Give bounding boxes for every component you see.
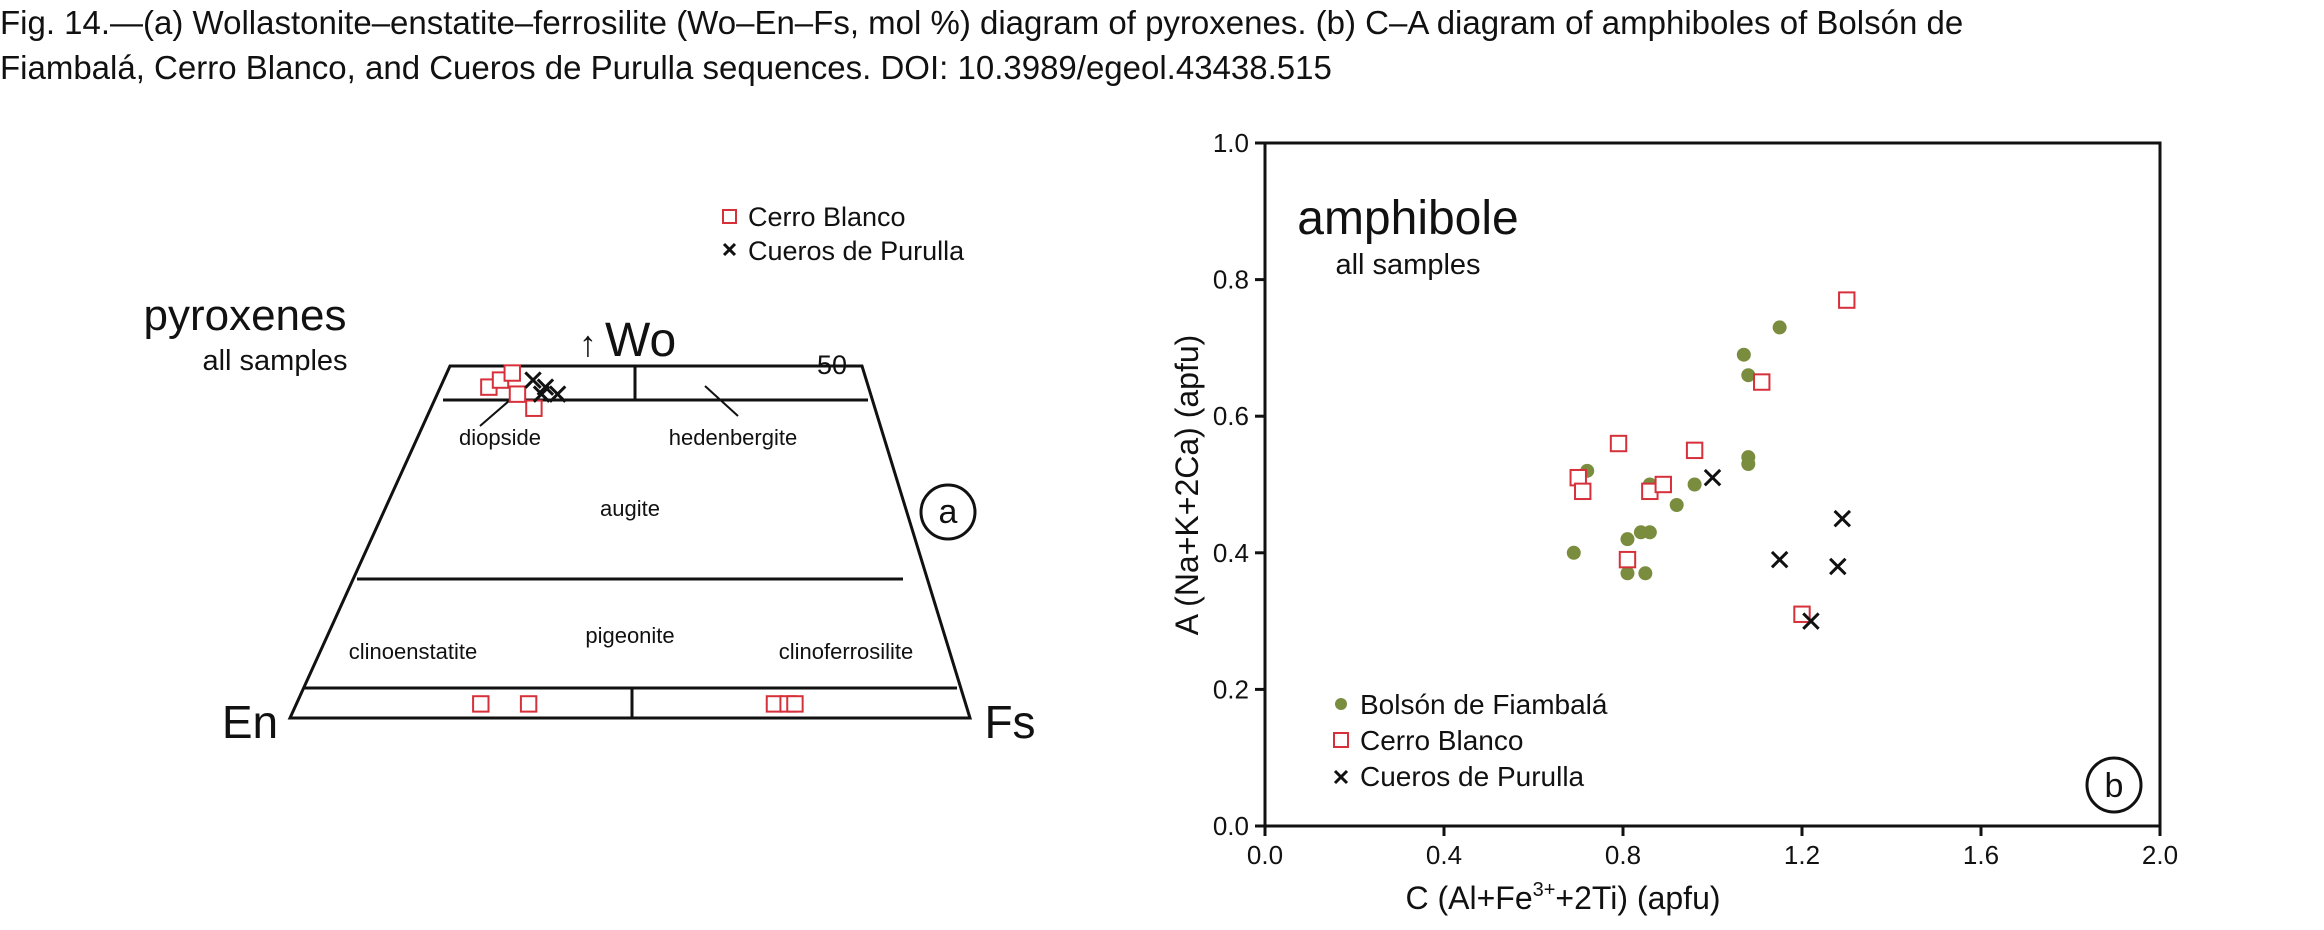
amphibole-point-bolso-n-de-fiambala--8 xyxy=(1669,497,1684,512)
amphibole-point-cueros-de-purulla-2 xyxy=(1802,612,1820,630)
pyroxene-point-cerro-blanco-9 xyxy=(786,695,804,713)
hedenbergite-leader xyxy=(704,385,739,417)
x-axis-label-part1: C (Al+Fe xyxy=(1405,880,1532,916)
panel-a-marker-circle xyxy=(919,483,977,541)
pyroxene-point-cueros-de-purulla-0 xyxy=(524,371,542,389)
pyroxene-point-cerro-blanco-5 xyxy=(472,695,490,713)
field-label-clinoenstatite: clinoenstatite xyxy=(349,639,477,664)
amphibole-point-cueros-de-purulla-1 xyxy=(1770,550,1789,569)
panel-a-marker-letter: a xyxy=(939,493,958,531)
legend-cueros-label-b: Cueros de Purulla xyxy=(1360,761,1585,792)
amphibole-point-cerro-blanco-5 xyxy=(1654,475,1672,494)
pyroxenes-title: pyroxenes xyxy=(143,291,346,340)
pyroxene-diagram: pyroxenes all samples ↑ Wo 50 En Fs diop… xyxy=(143,202,1035,748)
x-axis-label: C (Al+Fe3++2Ti) (apfu) xyxy=(1405,879,1720,916)
amphibole-point-cerro-blanco-2 xyxy=(1609,434,1628,453)
amphibole-point-bolso-n-de-fiambala--13 xyxy=(1741,450,1756,465)
legend-cerro-blanco-label-b: Cerro Blanco xyxy=(1360,725,1523,756)
amphibole-point-cerro-blanco-6 xyxy=(1685,441,1704,460)
quadrilateral-outline xyxy=(287,364,973,720)
axes: 0.0 0.4 0.8 1.2 1.6 2.0 0.0 0.2 0.4 0.6 0.8 1.0 xyxy=(1213,128,2178,870)
amphibole-point-bolso-n-de-fiambala--9 xyxy=(1687,477,1702,492)
amphibole-point-cueros-de-purulla-3 xyxy=(1829,557,1847,576)
amphibole-point-bolso-n-de-fiambala--11 xyxy=(1741,368,1756,383)
amphibole-point-cerro-blanco-1 xyxy=(1574,482,1592,501)
pyroxene-point-cerro-blanco-3 xyxy=(508,385,527,403)
field-label-hedenbergite: hedenbergite xyxy=(669,425,797,450)
amphibole-plot: 0.0 0.4 0.8 1.2 1.6 2.0 0.0 0.2 0.4 0.6 0.8 1.0 amp… xyxy=(1169,128,2178,916)
y-tick-label-4: 0.8 xyxy=(1213,265,1249,295)
amphibole-subtitle: all samples xyxy=(1335,249,1480,281)
pyroxene-point-cerro-blanco-4 xyxy=(525,399,543,417)
field-label-pigeonite: pigeonite xyxy=(585,623,674,648)
amphibole-point-bolso-n-de-fiambala--0 xyxy=(1566,545,1581,560)
x-axis-label-superscript: 3+ xyxy=(1533,879,1556,901)
wo-50-label: 50 xyxy=(817,350,847,380)
x-tick-label-3: 1.2 xyxy=(1784,840,1820,870)
y-tick-label-3: 0.6 xyxy=(1213,401,1249,431)
pyroxene-point-cerro-blanco-2 xyxy=(503,364,521,382)
x-axis-label-part2: +2Ti) (apfu) xyxy=(1555,880,1720,916)
field-label-clinoferrosilite: clinoferrosilite xyxy=(779,639,914,664)
field-label-augite: augite xyxy=(600,496,660,521)
x-tick-label-4: 1.6 xyxy=(1963,840,1999,870)
amphibole-point-cerro-blanco-9 xyxy=(1838,291,1856,309)
pyroxenes-subtitle: all samples xyxy=(202,345,347,377)
legend-cerro-blanco-label: Cerro Blanco xyxy=(748,202,906,232)
figure-caption: Fig. 14.—(a) Wollastonite–enstatite–ferr… xyxy=(0,0,2324,90)
y-tick-label-2: 0.4 xyxy=(1213,538,1249,568)
x-tick-label-5: 2.0 xyxy=(2142,840,2178,870)
pyroxene-point-cueros-de-purulla-3 xyxy=(548,385,567,403)
amphibole-point-cueros-de-purulla-0 xyxy=(1703,468,1722,487)
y-tick-label-0: 0.0 xyxy=(1213,811,1249,841)
x-tick-label-1: 0.4 xyxy=(1426,840,1462,870)
amphibole-point-cueros-de-purulla-4 xyxy=(1833,509,1852,528)
amphibole-data-points xyxy=(1566,291,1856,630)
amphibole-point-cerro-blanco-7 xyxy=(1753,373,1771,391)
field-label-diopside: diopside xyxy=(459,425,541,450)
amphibole-title: amphibole xyxy=(1297,192,1518,245)
pyroxene-legend: Cerro Blanco Cueros de Purulla xyxy=(722,202,965,266)
x-tick-label-2: 0.8 xyxy=(1605,840,1641,870)
amphibole-point-bolso-n-de-fiambala--5 xyxy=(1638,566,1653,581)
amphibole-point-bolso-n-de-fiambala--2 xyxy=(1620,566,1635,581)
legend-cerro-blanco-symbol-b xyxy=(1333,732,1349,748)
plot-frame xyxy=(1263,141,2162,828)
pyroxene-point-cueros-de-purulla-2 xyxy=(532,385,551,403)
pyroxene-data-points xyxy=(472,364,804,713)
diopside-leader xyxy=(479,399,511,427)
caption-line-2: Fiambalá, Cerro Blanco, and Cueros de Pu… xyxy=(0,49,1332,86)
panel-b-marker-circle xyxy=(2085,756,2143,814)
pyroxene-point-cerro-blanco-6 xyxy=(519,695,538,713)
y-axis-label: A (Na+K+2Ca) (apfu) xyxy=(1169,335,1205,636)
wo-arrow: ↑ xyxy=(579,323,597,364)
amphibole-point-bolso-n-de-fiambala--6 xyxy=(1642,525,1657,540)
amphibole-point-bolso-n-de-fiambala--10 xyxy=(1736,347,1751,362)
amphibole-point-bolso-n-de-fiambala--3 xyxy=(1620,532,1635,547)
legend-cerro-blanco-symbol xyxy=(722,209,737,224)
wo-label: Wo xyxy=(605,314,676,367)
panel-b-marker-letter: b xyxy=(2105,767,2124,805)
en-label: En xyxy=(222,696,278,748)
legend-cueros-label: Cueros de Purulla xyxy=(748,236,965,266)
caption-line-1: Fig. 14.—(a) Wollastonite–enstatite–ferr… xyxy=(0,4,1964,41)
y-tick-label-5: 1.0 xyxy=(1213,128,1249,158)
legend-cueros-symbol-b xyxy=(1333,769,1349,785)
x-tick-label-0: 0.0 xyxy=(1247,840,1283,870)
legend-cueros-symbol xyxy=(722,242,737,257)
amphibole-point-bolso-n-de-fiambala--14 xyxy=(1772,320,1787,335)
fs-label: Fs xyxy=(984,696,1035,748)
legend-bolson-label: Bolsón de Fiambalá xyxy=(1360,689,1608,720)
y-tick-label-1: 0.2 xyxy=(1213,674,1249,704)
amphibole-point-cerro-blanco-3 xyxy=(1618,550,1637,569)
amphibole-legend: Bolsón de Fiambalá Cerro Blanco Cueros d… xyxy=(1333,689,1608,792)
legend-bolson-symbol xyxy=(1335,698,1347,710)
